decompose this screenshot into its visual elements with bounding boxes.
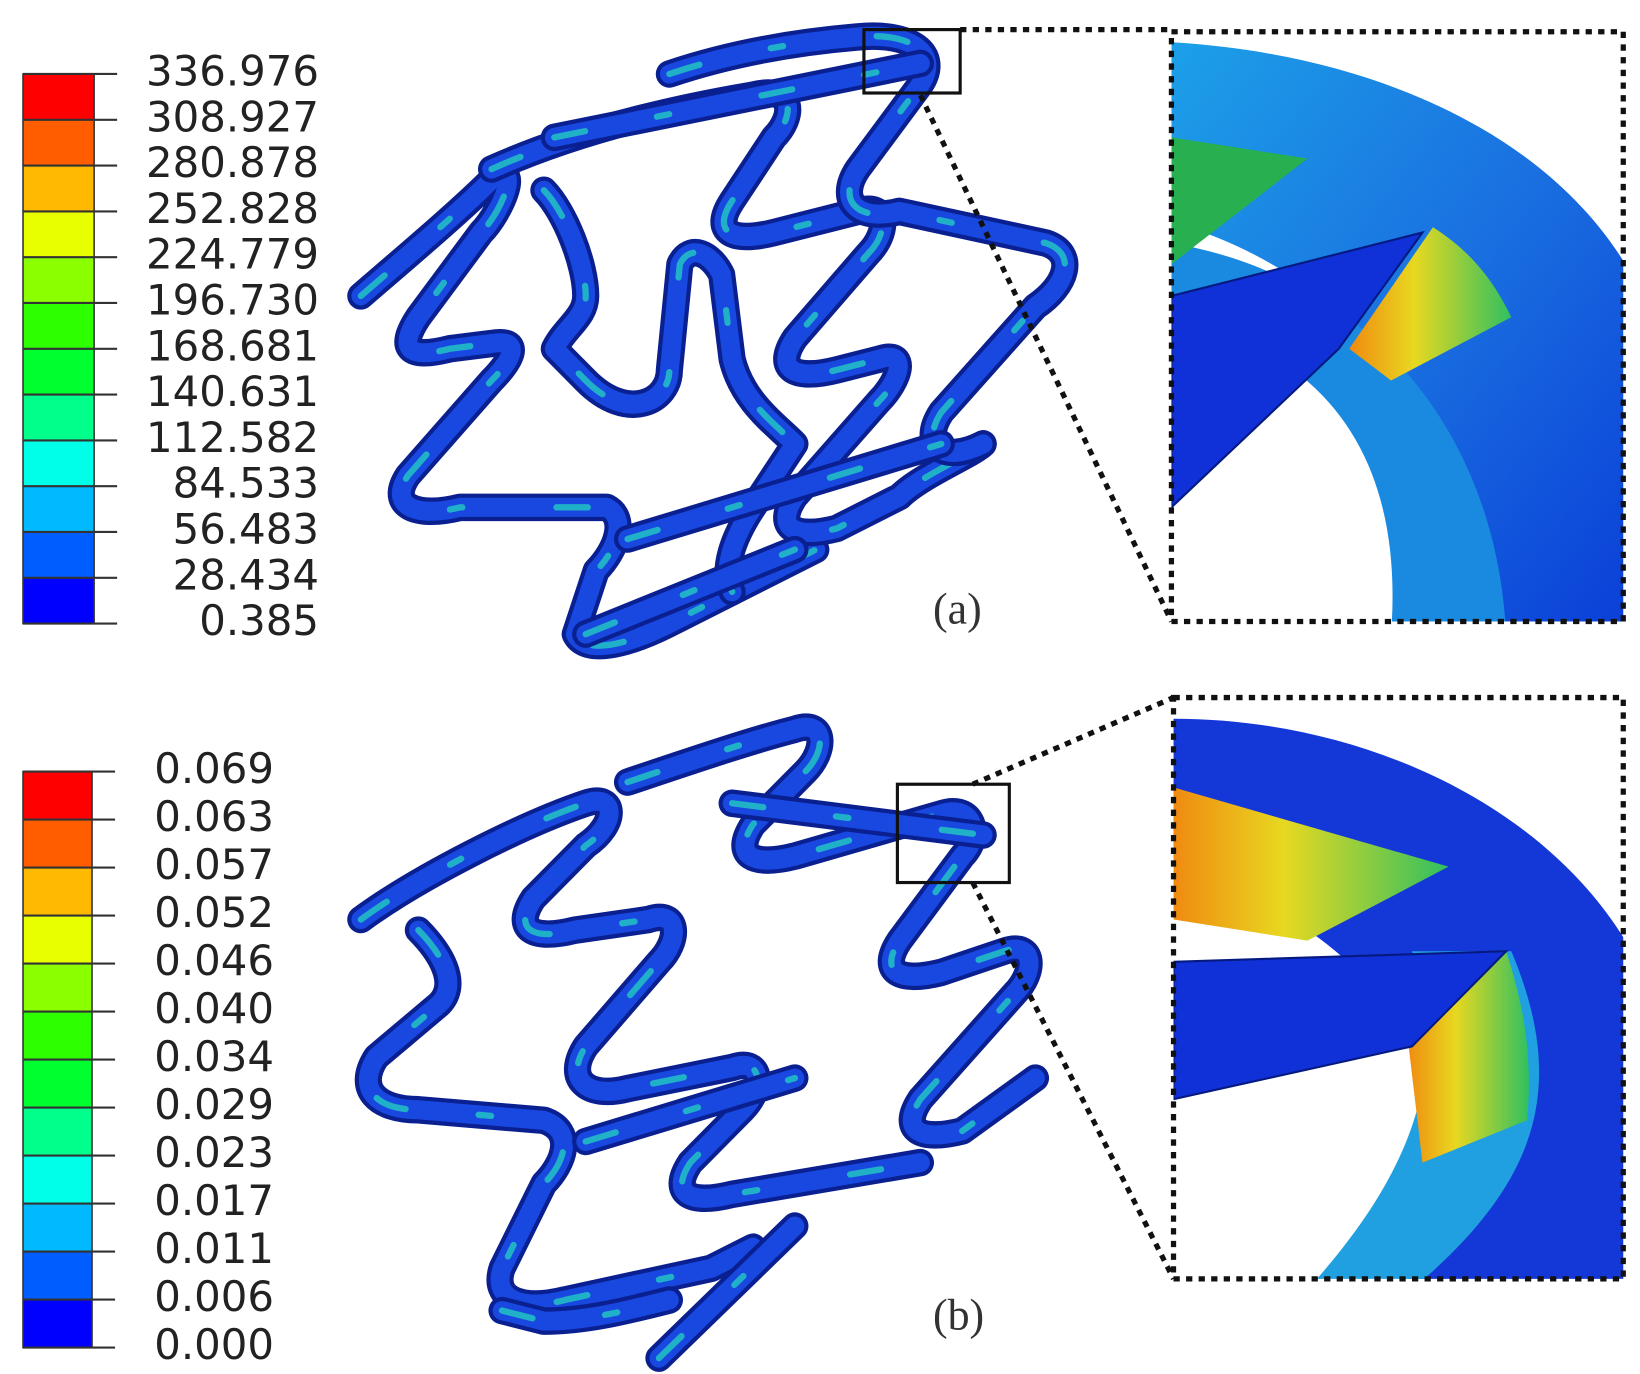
- colorbar-label: 0.385: [199, 596, 319, 645]
- inset-hot: [1349, 227, 1512, 381]
- colorbar-label: 308.927: [146, 92, 319, 141]
- inset-strut: [1173, 950, 1509, 1101]
- inset: [1171, 42, 1624, 622]
- panel-label: (b): [933, 1290, 984, 1339]
- colorbar: 336.976308.927280.878252.828224.779196.7…: [22, 46, 319, 645]
- colorbar-label: 0.046: [154, 936, 274, 985]
- colorbar-label: 28.434: [173, 550, 319, 599]
- strut-stress: [666, 33, 1068, 456]
- colorbar-band: [23, 119, 95, 167]
- colorbar-band: [23, 819, 93, 869]
- strut-stress: [357, 171, 819, 649]
- colorbar-band: [23, 531, 95, 579]
- zoom-box: [895, 782, 1011, 885]
- colorbar-band: [23, 394, 95, 441]
- colorbar-label: 140.631: [146, 367, 319, 416]
- strut-stress: [488, 90, 987, 536]
- colorbar-band: [23, 486, 95, 533]
- colorbar-band: [23, 1251, 93, 1301]
- colorbar-band: [23, 1203, 93, 1253]
- strut: [492, 793, 993, 1368]
- colorbar-label: 0.069: [154, 744, 274, 793]
- leader-line: [971, 695, 1175, 787]
- colorbar-band: [23, 73, 95, 121]
- strut-stress: [551, 60, 945, 638]
- colorbar-label: 336.976: [146, 46, 319, 95]
- colorbar-label: 84.533: [173, 459, 319, 508]
- inset-strut: [1171, 230, 1425, 509]
- colorbar-label: 0.023: [154, 1128, 274, 1177]
- colorbar-label: 168.681: [146, 321, 319, 370]
- colorbar-band: [23, 1011, 93, 1061]
- inset-frame: [1168, 29, 1626, 625]
- colorbar-band: [23, 1107, 93, 1157]
- colorbar-band: [23, 771, 93, 821]
- strut-stress: [540, 187, 799, 596]
- colorbar-label: 252.828: [146, 184, 319, 233]
- colorbar-label: 0.057: [154, 840, 274, 889]
- inset-hot: [1406, 951, 1529, 1163]
- colorbar-band: [23, 1059, 93, 1109]
- colorbar: 0.0690.0630.0570.0520.0460.0400.0340.029…: [22, 744, 274, 1369]
- colorbar-band: [23, 440, 95, 487]
- colorbar-band: [23, 915, 93, 965]
- colorbar-band: [23, 348, 95, 396]
- leader-line: [918, 93, 1174, 623]
- colorbar-label: 0.052: [154, 888, 274, 937]
- colorbar-label: 0.063: [154, 792, 274, 841]
- colorbar-band: [23, 1155, 93, 1205]
- colorbar-label: 224.779: [146, 230, 319, 279]
- colorbar-label: 0.034: [154, 1032, 274, 1081]
- colorbar-band: [23, 577, 95, 625]
- colorbar-label: 0.029: [154, 1080, 274, 1129]
- colorbar-label: 56.483: [173, 504, 319, 553]
- inset: [1173, 718, 1624, 1279]
- inset-frame: [1170, 694, 1626, 1282]
- inset-hot: [1171, 137, 1308, 265]
- panel-label: (a): [933, 584, 982, 633]
- colorbar-label: 0.000: [154, 1320, 274, 1369]
- colorbar-band: [23, 211, 95, 258]
- colorbar-label: 112.582: [146, 413, 319, 462]
- strut: [358, 920, 763, 1314]
- colorbar-band: [23, 302, 95, 350]
- zoom-box: [862, 28, 962, 95]
- colorbar-label: 0.006: [154, 1272, 274, 1321]
- colorbar-band: [23, 165, 95, 212]
- stent: [347, 22, 1079, 660]
- inset-hot: [1173, 787, 1449, 941]
- colorbar-label: 0.040: [154, 984, 274, 1033]
- colorbar-band: [23, 963, 93, 1013]
- colorbar-band: [23, 867, 93, 917]
- colorbar-label: 280.878: [146, 138, 319, 187]
- colorbar-label: 0.011: [154, 1224, 274, 1273]
- colorbar-band: [23, 257, 95, 304]
- colorbar-label: 196.730: [146, 275, 319, 324]
- colorbar-label: 0.017: [154, 1176, 274, 1225]
- leader-line: [970, 881, 1176, 1281]
- stent: [347, 713, 1050, 1372]
- colorbar-band: [23, 1299, 93, 1349]
